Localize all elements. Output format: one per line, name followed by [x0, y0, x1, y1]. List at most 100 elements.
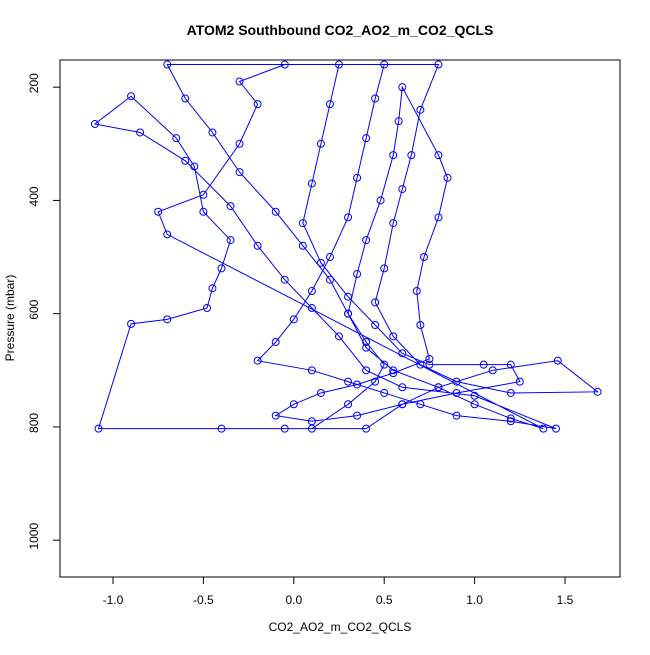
data-point — [389, 151, 398, 160]
data-point — [280, 424, 289, 433]
data-point — [307, 366, 316, 375]
data-point — [163, 230, 172, 239]
data-point — [235, 139, 244, 148]
x-tick-label: -0.5 — [193, 593, 214, 607]
data-point — [271, 338, 280, 346]
data-point — [307, 287, 316, 296]
data-point — [394, 117, 403, 126]
data-point — [362, 343, 371, 352]
data-point — [452, 388, 461, 397]
data-point — [154, 207, 163, 216]
data-point — [506, 388, 515, 397]
data-point — [371, 94, 380, 103]
data-point — [190, 162, 199, 171]
data-point — [539, 424, 548, 433]
data-point — [226, 236, 235, 245]
data-point — [127, 92, 136, 101]
plot-frame — [59, 59, 621, 578]
data-point — [412, 287, 421, 296]
data-point — [127, 319, 136, 328]
data-point — [199, 190, 208, 199]
x-tick-label: 1.0 — [466, 593, 483, 607]
data-point — [353, 380, 362, 389]
data-point — [398, 383, 407, 392]
data-point — [344, 400, 353, 409]
data-point — [280, 60, 289, 69]
y-tick-label: 200 — [27, 73, 41, 93]
data-point — [271, 411, 280, 420]
data-point — [479, 360, 488, 369]
data-point — [362, 134, 371, 143]
x-tick-label: 0.5 — [376, 593, 393, 607]
data-point — [136, 128, 145, 137]
data-point — [353, 411, 362, 420]
data-point — [280, 275, 289, 284]
data-point — [434, 60, 443, 69]
data-point — [380, 60, 389, 69]
data-point — [325, 275, 334, 284]
y-tick-label: 400 — [27, 186, 41, 206]
data-point — [425, 360, 434, 369]
data-point — [163, 60, 172, 69]
data-point — [344, 292, 353, 301]
data-point — [203, 304, 212, 313]
data-point — [298, 219, 307, 228]
data-point — [371, 298, 380, 307]
x-tick-label: 1.5 — [557, 593, 574, 607]
data-point — [362, 366, 371, 375]
series-line — [93, 64, 600, 430]
data-point — [515, 377, 524, 386]
data-point — [593, 387, 602, 396]
data-point — [380, 264, 389, 273]
data-point — [271, 207, 280, 216]
y-axis-label: Pressure (mbar) — [3, 275, 17, 362]
data-point — [289, 315, 298, 324]
data-point — [325, 253, 334, 262]
data-point — [551, 424, 560, 433]
x-tick-label: -1.0 — [103, 593, 124, 607]
data-point — [253, 241, 262, 250]
data-point — [253, 356, 262, 365]
data-point — [419, 253, 428, 262]
data-point — [335, 60, 344, 69]
data-point — [452, 377, 461, 386]
data-point — [443, 173, 452, 182]
data-point — [416, 105, 425, 114]
data-point — [344, 309, 353, 318]
data-point — [217, 424, 226, 433]
data-point — [434, 383, 443, 392]
data-point — [199, 207, 208, 216]
data-point — [226, 202, 235, 211]
data-point — [353, 173, 362, 182]
x-axis-label: CO2_AO2_m_CO2_QCLS — [269, 620, 412, 634]
data-point — [362, 236, 371, 245]
data-point — [416, 321, 425, 330]
data-point — [407, 151, 416, 160]
data-point — [553, 356, 562, 365]
data-point — [425, 354, 434, 363]
data-point — [163, 315, 172, 324]
data-point — [380, 388, 389, 397]
data-point — [181, 156, 190, 165]
data-point — [488, 366, 497, 375]
chart-title: ATOM2 Southbound CO2_AO2_m_CO2_QCLS — [187, 22, 494, 38]
data-point — [235, 77, 244, 86]
data-point — [289, 400, 298, 409]
data-point — [362, 338, 371, 346]
y-tick-label: 600 — [27, 299, 41, 319]
data-point — [389, 366, 398, 375]
data-point — [506, 417, 515, 426]
y-tick-label: 800 — [27, 413, 41, 433]
data-point — [380, 360, 389, 369]
data-point — [325, 100, 334, 109]
data-point — [307, 179, 316, 188]
data-point — [208, 128, 217, 137]
data-point — [344, 377, 353, 386]
data-point — [307, 417, 316, 426]
data-point — [506, 414, 515, 423]
data-point — [470, 391, 479, 400]
data-point — [253, 100, 262, 109]
